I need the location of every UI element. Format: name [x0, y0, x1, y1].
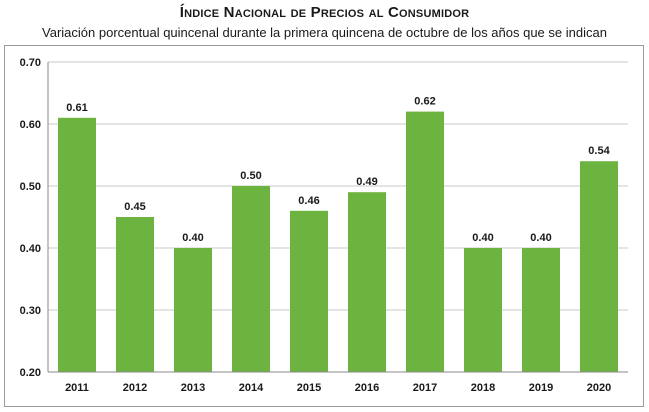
data-label: 0.45: [124, 201, 145, 213]
chart-title: Índice Nacional de Precios al Consumidor: [179, 4, 470, 21]
x-tick-label: 2019: [529, 382, 553, 394]
y-axis: 0.20 0.30 0.40 0.50 0.60 0.70: [20, 57, 49, 379]
y-tick-label: 0.20: [20, 367, 41, 379]
bar: [290, 210, 328, 372]
data-label: 0.54: [588, 145, 610, 157]
x-axis: 2011 2012 2013 2014 2015 2016 2017 2018 2019 2020: [48, 371, 628, 394]
bar: [232, 186, 270, 372]
data-label: 0.62: [414, 96, 435, 108]
bar: [116, 217, 154, 372]
x-tick-label: 2013: [181, 382, 205, 394]
data-label: 0.50: [240, 170, 261, 182]
y-tick-label: 0.70: [20, 57, 41, 69]
bar: [580, 161, 618, 372]
data-label: 0.40: [472, 232, 493, 244]
y-tick-label: 0.50: [20, 181, 41, 193]
x-tick-label: 2015: [297, 382, 321, 394]
data-label: 0.46: [298, 195, 319, 207]
bar: [58, 117, 96, 372]
data-labels: 0.61 0.45 0.40 0.50 0.46 0.49 0.62 0.40 0.40 0.54: [66, 96, 610, 244]
x-tick-label: 2011: [65, 382, 89, 394]
bars: [58, 111, 618, 372]
data-label: 0.40: [182, 232, 203, 244]
bar: [464, 248, 502, 372]
data-label: 0.49: [356, 176, 377, 188]
y-tick-label: 0.30: [20, 305, 41, 317]
bar: [522, 248, 560, 372]
x-tick-label: 2012: [123, 382, 147, 394]
bar: [174, 248, 212, 372]
data-label: 0.61: [66, 102, 87, 114]
y-tick-label: 0.60: [20, 119, 41, 131]
plot-frame: [4, 45, 644, 407]
bar: [348, 192, 386, 372]
chart-subtitle: Variación porcentual quincenal durante l…: [42, 25, 607, 40]
x-tick-label: 2018: [471, 382, 495, 394]
bar: [406, 111, 444, 372]
x-tick-label: 2017: [413, 382, 437, 394]
x-tick-label: 2020: [587, 382, 611, 394]
x-tick-label: 2016: [355, 382, 379, 394]
y-tick-label: 0.40: [20, 243, 41, 255]
data-label: 0.40: [530, 232, 551, 244]
x-tick-label: 2014: [239, 382, 264, 394]
